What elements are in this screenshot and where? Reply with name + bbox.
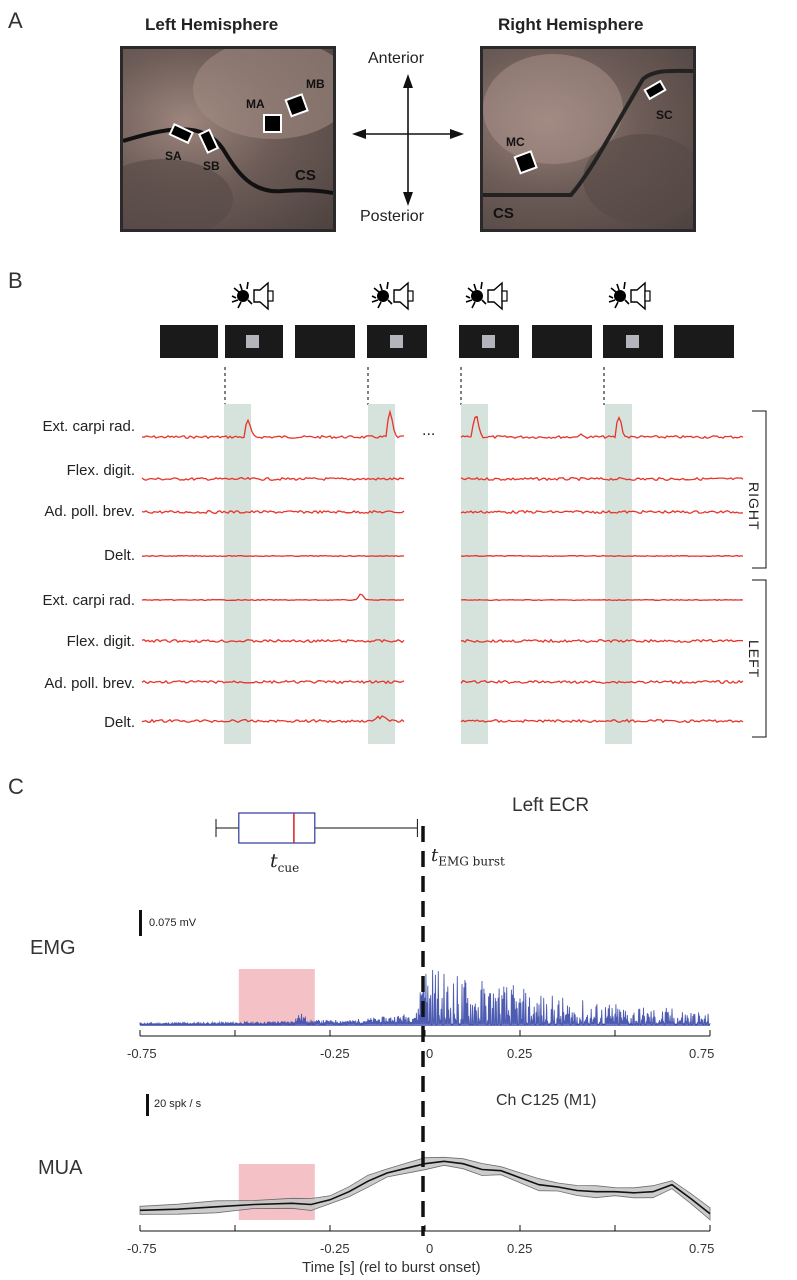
cue-window-shade [238,1164,315,1220]
response-window [605,404,632,744]
muscle-label-right-flex: Flex. digit. [66,462,135,479]
muscle-label-left-flex: Flex. digit. [66,633,135,650]
mua-tick-label: 0 [426,1241,434,1256]
emg-trace [460,718,744,724]
site-sb-label: SB [203,159,220,173]
cue-window-shade [238,969,315,1025]
emg-trace [141,409,405,440]
channel-label: Ch C125 (M1) [496,1092,597,1109]
emg-tick-label: 0.75 [689,1046,715,1061]
mua-tick-label: 0.25 [507,1241,533,1256]
left-cs-label: CS [295,167,316,184]
cue-time-label: tcue [270,850,299,875]
mua-tick-label: -0.75 [127,1241,157,1256]
emg-trace [460,415,744,440]
response-window [368,404,395,744]
emg-scale-label: 0.075 mV [149,917,197,929]
left-hemisphere-title: Left Hemisphere [145,15,279,34]
trace-gap-ellipsis: ... [422,422,436,439]
site-sc-label: SC [656,108,673,122]
emg-trace [460,554,744,558]
emg-signal [139,969,711,1027]
emg-trace [142,554,405,558]
muscle-label-right-apb: Ad. poll. brev. [44,503,135,520]
emg-trace [461,638,744,644]
mua-label: MUA [38,1157,83,1179]
emg-tick-label: -0.75 [127,1046,157,1061]
flash-speaker-icon [231,281,274,311]
muscle-label-right-delt: Delt. [104,547,135,564]
emg-trace [460,476,744,482]
right-hemisphere-title: Right Hemisphere [498,15,644,34]
emg-tick-label: 0.25 [507,1046,533,1061]
emg-trace [141,476,405,482]
response-window [461,404,488,744]
mua-mean-line [139,1160,711,1215]
compass-anterior-label: Anterior [368,50,425,67]
compass-posterior-label: Posterior [360,208,425,225]
compass-arrows [352,74,464,206]
mua-scale-label: 20 spk / s [154,1098,202,1110]
emg-tick-label: 0 [426,1046,434,1061]
muscle-label-right-ecr: Ext. carpi rad. [42,418,135,435]
right-hemisphere-image: SC MC CS [480,46,696,232]
site-ma-label: MA [246,97,265,111]
panel-c-title: Left ECR [512,795,590,816]
panel-c-letter: C [8,774,24,799]
flash-speaker-icon [371,281,414,311]
muscle-label-left-apb: Ad. poll. brev. [44,675,135,692]
flash-speaker-icon [608,281,651,311]
muscle-label-left-ecr: Ext. carpi rad. [42,592,135,609]
side-label-left: LEFT [746,640,762,679]
stimulus-icons [231,281,651,311]
burst-time-label: tEMG burst [431,845,505,869]
muscle-label-left-delt: Delt. [104,714,135,731]
left-hemisphere-image: SA SB MA MB CS [120,46,336,232]
emg-label: EMG [30,937,76,959]
emg-trace [460,598,744,602]
trial-boxes [160,325,734,405]
cue-t: t [270,850,278,872]
mua-plot [139,1156,711,1232]
x-axis-label: Time [s] (rel to burst onset) [302,1259,481,1276]
site-mb-label: MB [306,77,325,91]
emg-trace [141,715,405,724]
flash-speaker-icon [465,281,508,311]
emg-trace [141,638,405,644]
panel-a-letter: A [8,8,23,33]
emg-trace [460,679,744,685]
cue-boxplot [215,812,418,844]
emg-trace [141,509,405,515]
emg-scalebar [139,910,142,936]
mua-tick-label: 0.75 [689,1241,715,1256]
response-window [224,404,251,744]
emg-trace [460,509,744,515]
emg-tick-label: -0.25 [320,1046,350,1061]
site-sa-label: SA [165,149,182,163]
burst-subscript: EMG burst [438,854,505,869]
mua-tick-label: -0.25 [320,1241,350,1256]
mua-scalebar [146,1094,149,1116]
emg-trace [141,679,405,685]
side-label-right: RIGHT [746,482,762,531]
panel-b-letter: B [8,268,23,293]
emg-trace [141,593,405,602]
emg-plot [139,969,711,1037]
burst-t: t [431,845,439,866]
site-mc-label: MC [506,135,525,149]
right-cs-label: CS [493,205,514,222]
emg-traces [141,404,767,744]
box-body [238,812,316,844]
burst-onset-line [421,826,425,1236]
cue-subscript: cue [277,860,300,875]
